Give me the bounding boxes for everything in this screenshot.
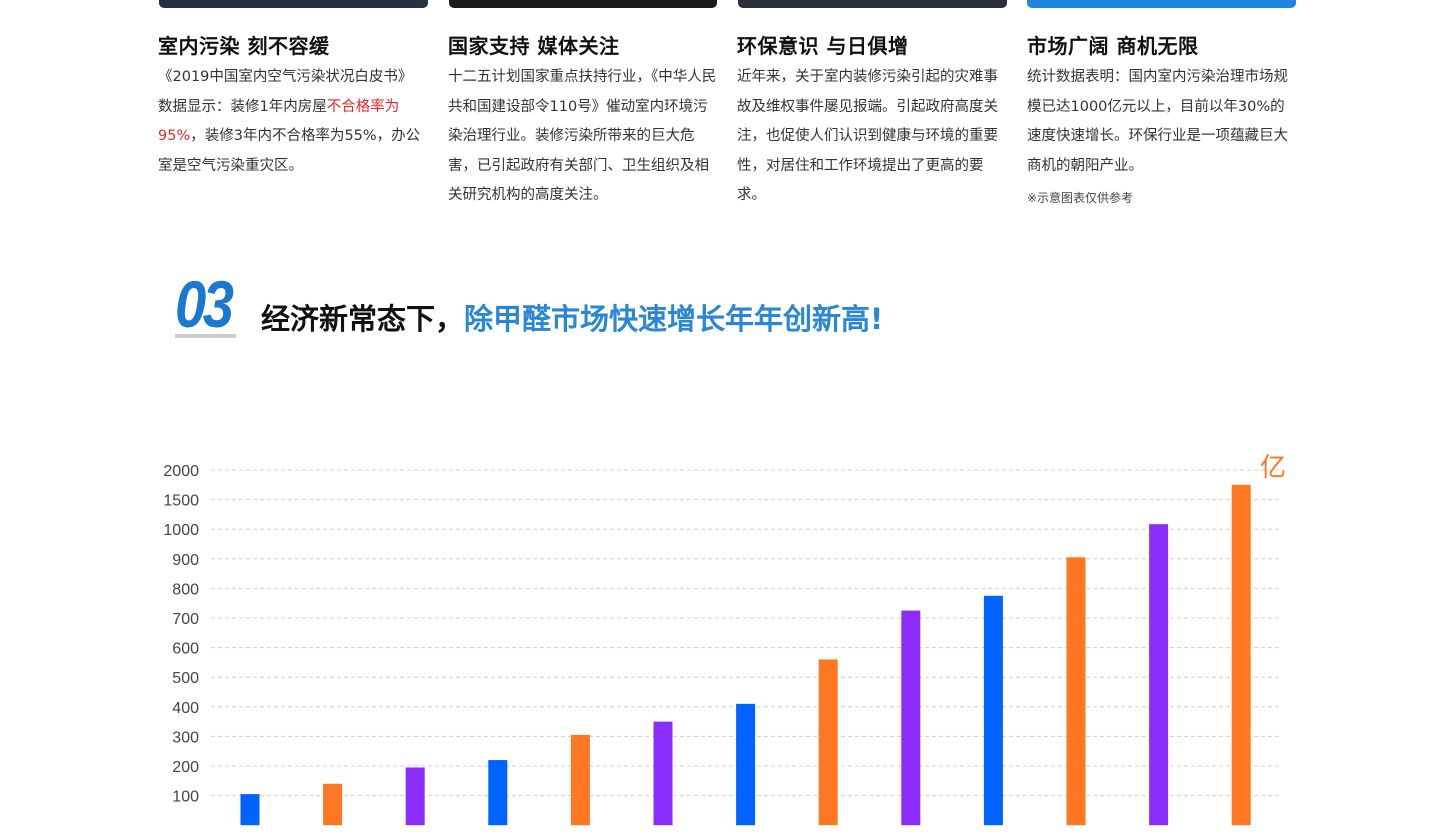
section-header: 03 经济新常态下，除甲醛市场快速增长年年创新高! bbox=[175, 271, 884, 338]
bar bbox=[488, 760, 508, 826]
column-text: 《2019中国室内空气污染状况白皮书》数据显示：装修1年内房屋不合格率为95%，… bbox=[158, 69, 421, 174]
y-tick-label: 100 bbox=[172, 789, 199, 806]
y-tick-label: 900 bbox=[172, 552, 199, 569]
y-tick-label: 1000 bbox=[163, 522, 199, 539]
y-tick-label: 700 bbox=[172, 611, 199, 628]
y-tick-label: 200 bbox=[172, 759, 199, 776]
bar bbox=[983, 595, 1003, 826]
bar bbox=[736, 703, 756, 826]
bar bbox=[405, 767, 425, 826]
column-text: 统计数据表明：国内室内污染治理市场规模已达1000亿元以上，目前以年30%的速度… bbox=[1027, 69, 1288, 174]
y-tick-label: 800 bbox=[172, 581, 199, 598]
bar bbox=[1066, 557, 1086, 826]
y-tick-label: 500 bbox=[172, 670, 199, 687]
y-tick-label: 1500 bbox=[163, 493, 199, 510]
column-heading: 环保意识 与日俱增 bbox=[737, 34, 909, 58]
column-heading: 国家支持 媒体关注 bbox=[448, 34, 620, 58]
column-text: 十二五计划国家重点扶持行业，《中华人民共和国建设部令110号》催动室内环境污染治… bbox=[448, 69, 717, 203]
market-growth-bar-chart: 100 200 300 400 500 600 700 800 900 1000 1500 2000 亿 bbox=[163, 453, 1286, 826]
column-environmental-awareness: 环保意识 与日俱增 近年来，关于室内装修污染引起的灾难事故及维权事件屡见报端。引… bbox=[737, 30, 1009, 211]
y-tick-label: 600 bbox=[172, 641, 199, 658]
article-image-2 bbox=[449, 0, 717, 8]
column-heading: 市场广阔 商机无限 bbox=[1027, 34, 1199, 58]
column-text: 近年来，关于室内装修污染引起的灾难事故及维权事件屡见报端。引起政府高度关注，也促… bbox=[737, 69, 998, 203]
article-image-4 bbox=[1027, 0, 1296, 8]
section-title: 经济新常态下，除甲醛市场快速增长年年创新高! bbox=[261, 302, 884, 336]
bar bbox=[323, 783, 343, 826]
chart-disclaimer: ※示意图表仅供参考 bbox=[1027, 191, 1134, 205]
y-tick-label: 400 bbox=[172, 700, 199, 717]
unit-label: 亿 bbox=[1260, 453, 1286, 483]
bar bbox=[901, 610, 921, 826]
column-market: 市场广阔 商机无限 统计数据表明：国内室内污染治理市场规模已达1000亿元以上，… bbox=[1027, 30, 1299, 206]
section-number: 03 bbox=[175, 271, 237, 338]
bar bbox=[818, 659, 838, 826]
y-tick-label: 2000 bbox=[163, 463, 199, 480]
column-state-support: 国家支持 媒体关注 十二五计划国家重点扶持行业，《中华人民共和国建设部令110号… bbox=[448, 30, 720, 211]
article-image-1 bbox=[159, 0, 428, 8]
bar bbox=[1149, 524, 1169, 826]
column-heading: 室内污染 刻不容缓 bbox=[158, 34, 330, 58]
bar bbox=[570, 734, 590, 826]
bar bbox=[1231, 484, 1251, 826]
article-image-3 bbox=[738, 0, 1007, 8]
bar bbox=[653, 721, 673, 826]
column-indoor-pollution: 室内污染 刻不容缓 《2019中国室内空气污染状况白皮书》数据显示：装修1年内房… bbox=[158, 30, 426, 181]
bar bbox=[240, 794, 260, 826]
y-tick-label: 300 bbox=[172, 729, 199, 746]
